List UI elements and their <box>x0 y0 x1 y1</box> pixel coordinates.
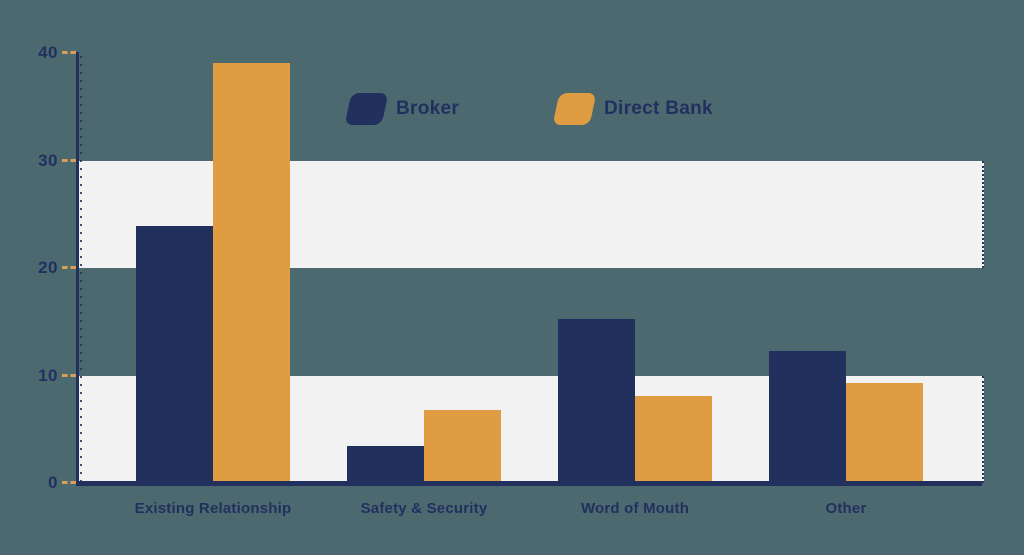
legend-item-direct-bank: Direct Bank <box>552 92 713 125</box>
y-tick-dash-20 <box>62 266 76 269</box>
y-tick-label-30: 30 <box>38 150 58 170</box>
y-axis-line <box>76 52 79 483</box>
y-tick-label-0: 0 <box>48 473 58 492</box>
bar-broker-existing-relationship <box>136 226 213 483</box>
bar-direct-bank-safety-security <box>424 409 501 483</box>
x-axis-label-word-of-mouth: Word of Mouth <box>580 500 690 517</box>
bar-direct-bank-word-of-mouth <box>635 395 712 483</box>
bar-direct-bank-other <box>846 383 923 483</box>
bar-broker-other <box>769 350 846 483</box>
y-tick-dash-40 <box>62 51 76 54</box>
x-axis-label-other: Other <box>825 500 867 517</box>
y-tick-label-40: 40 <box>38 43 58 62</box>
y-tick-dash-0 <box>62 481 76 484</box>
broker-legend-swatch-icon <box>344 92 389 125</box>
y-axis-minor-ticks <box>80 56 82 481</box>
bar-direct-bank-existing-relationship <box>213 62 290 483</box>
legend-item-broker: Broker <box>344 92 460 125</box>
x-axis-label-existing-relationship: Existing Relationship <box>134 500 292 517</box>
broker-legend-label: Broker <box>396 98 460 119</box>
y-tick-label-10: 10 <box>38 365 58 385</box>
y-tick-dash-30 <box>62 158 76 162</box>
direct-bank-legend-swatch-icon <box>552 92 597 125</box>
direct-bank-legend-label: Direct Bank <box>604 98 713 119</box>
bar-broker-safety-security <box>347 446 424 483</box>
x-axis-line <box>76 481 982 486</box>
x-axis-label-safety-security: Safety & Security <box>360 500 488 517</box>
bar-broker-word-of-mouth <box>558 318 635 483</box>
y-tick-label-20: 20 <box>38 258 58 277</box>
y-tick-dash-10 <box>62 373 76 377</box>
